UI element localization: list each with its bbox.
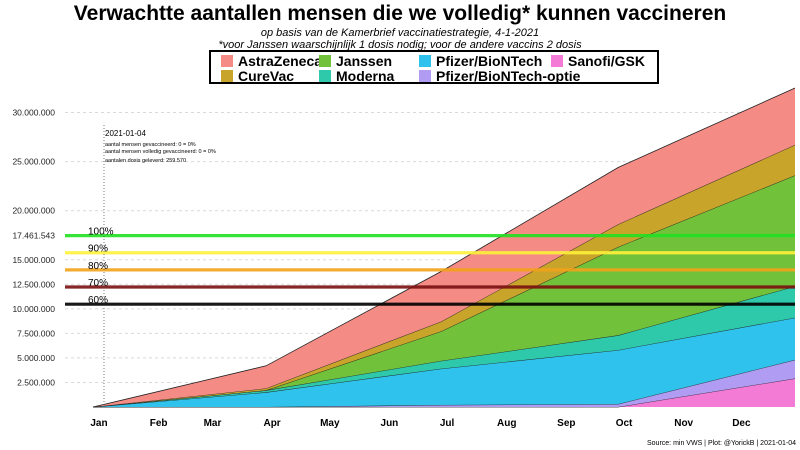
chart-subtitle: op basis van de Kamerbrief vaccinatiestr…: [0, 27, 800, 51]
y-tick-label: 10.000.000: [12, 304, 55, 314]
legend-swatch: [319, 55, 331, 67]
x-tick-label: Feb: [150, 418, 168, 429]
y-tick-label: 7.500.000: [17, 328, 55, 338]
area-sanofi-gsk: [93, 378, 795, 407]
x-tick-label: Jun: [381, 418, 399, 429]
legend-label: Pfizer/BioNTech: [436, 53, 543, 69]
y-tick-label: 30.000.000: [12, 108, 55, 118]
legend: AstraZeneca Janssen Pfizer/BioNTech Sanofi/…: [209, 50, 659, 84]
legend-swatch: [551, 55, 563, 67]
area-janssen: [93, 175, 795, 407]
x-tick-label: Apr: [263, 418, 280, 429]
x-axis: Jan Feb Mar Apr May Jun Jul Aug Sep Oct Nov Dec: [90, 418, 751, 429]
threshold-lines: 100% 90% 80% 70% 60%: [65, 227, 795, 306]
threshold-label: 70%: [88, 278, 108, 289]
x-tick-label: Nov: [674, 418, 693, 429]
threshold-label: 100%: [88, 227, 114, 238]
legend-swatch: [419, 70, 431, 82]
source-credit: Source: min VWS | Plot: @YorickB | 2021-…: [647, 440, 796, 447]
legend-item: Sanofi/GSK: [551, 53, 645, 69]
threshold-label: 60%: [88, 295, 108, 306]
legend-item: Pfizer/BioNTech: [419, 53, 542, 69]
legend-item: Moderna: [319, 68, 394, 84]
annotation-date: 2021-01-04: [105, 129, 146, 138]
y-tick-label-total: 17.461.543: [12, 231, 55, 241]
area-pfizer-biontech: [93, 317, 795, 407]
y-tick-label: 12.500.000: [12, 279, 55, 289]
threshold-label: 90%: [88, 244, 108, 255]
legend-item: CureVac: [221, 68, 294, 84]
y-tick-label: 25.000.000: [12, 157, 55, 167]
x-tick-label: May: [320, 418, 340, 429]
stacked-areas: [92, 87, 796, 408]
y-tick-label: 20.000.000: [12, 206, 55, 216]
annotation-text: aantal mensen gevaccineerd: 0 = 0%: [105, 142, 196, 148]
date-annotation: 2021-01-04 aantal mensen gevaccineerd: 0 …: [103, 125, 216, 407]
legend-label: Sanofi/GSK: [568, 53, 646, 69]
annotation-text: aantalen dosis geleverd: 259.570: [105, 158, 186, 164]
y-tick-label: 15.000.000: [12, 255, 55, 265]
x-tick-label: Oct: [616, 418, 633, 429]
chart-title: Verwachtte aantallen mensen die we volle…: [73, 2, 727, 25]
legend-label: CureVac: [238, 68, 295, 84]
area-edge: [92, 87, 796, 408]
legend-item: Pfizer/BioNTech-optie: [419, 68, 580, 84]
x-tick-label: Jul: [440, 418, 455, 429]
legend-label: AstraZeneca: [238, 53, 323, 69]
legend-label: Pfizer/BioNTech-optie: [436, 68, 581, 84]
legend-swatch: [319, 70, 331, 82]
legend-swatch: [419, 55, 431, 67]
legend-swatch: [221, 70, 233, 82]
x-tick-label: Dec: [732, 418, 751, 429]
x-tick-label: Aug: [497, 418, 516, 429]
x-tick-label: Mar: [204, 418, 222, 429]
legend-swatch: [221, 55, 233, 67]
y-tick-label: 2.500.000: [17, 377, 55, 387]
subtitle-line-1: op basis van de Kamerbrief vaccinatiestr…: [260, 27, 540, 39]
y-axis: 2.500.000 5.000.000 7.500.000 10.000.000 12.…: [12, 108, 55, 388]
threshold-label: 80%: [88, 261, 108, 272]
y-tick-label: 5.000.000: [17, 353, 55, 363]
legend-item: Janssen: [319, 53, 392, 69]
annotation-text: aantal mensen volledig gevaccineerd: 0 =…: [105, 149, 216, 155]
x-tick-label: Jan: [90, 418, 107, 429]
legend-label: Moderna: [336, 68, 395, 84]
legend-item: AstraZeneca: [221, 53, 322, 69]
x-tick-label: Sep: [557, 418, 575, 429]
subtitle-line-2: *voor Janssen waarschijnlijk 1 dosis nod…: [218, 39, 582, 51]
area-astrazeneca: [93, 88, 795, 407]
legend-label: Janssen: [336, 53, 393, 69]
